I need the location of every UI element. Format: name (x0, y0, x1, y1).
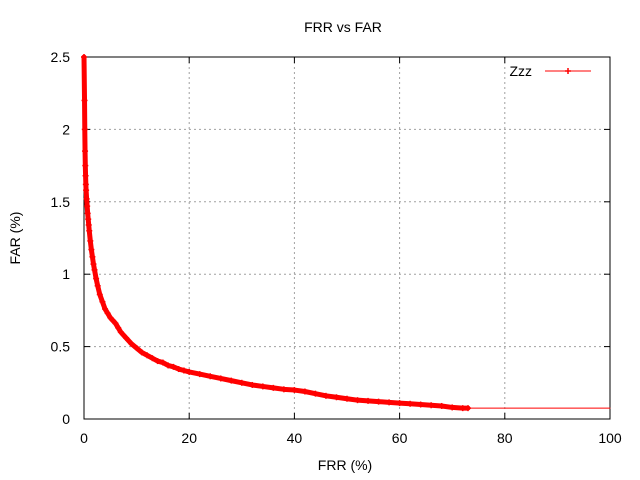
data-point (301, 388, 308, 395)
data-point (196, 371, 203, 378)
data-point (186, 368, 193, 375)
series-layer (81, 54, 611, 412)
data-point (94, 282, 101, 289)
x-tick-label-2: 40 (287, 430, 303, 446)
data-point (85, 221, 92, 228)
data-point (87, 237, 94, 244)
data-point (83, 195, 90, 202)
data-point (144, 352, 151, 359)
data-point (375, 398, 382, 405)
x-tick-label-3: 60 (392, 430, 408, 446)
data-point (88, 246, 95, 253)
data-point (312, 390, 319, 397)
data-point (149, 355, 156, 362)
x-axis-label: FRR (%) (318, 457, 372, 473)
tick-labels: 0 20 40 60 80 100 0 0.5 1 1.5 2 2.5 (51, 49, 622, 446)
data-point (91, 266, 98, 273)
data-point (259, 383, 266, 390)
x-tick-label-4: 80 (497, 430, 513, 446)
data-point (170, 363, 177, 370)
data-point (428, 402, 435, 409)
data-point (154, 358, 161, 365)
y-axis-label: FAR (%) (7, 212, 23, 265)
data-point (175, 366, 182, 373)
plot-frame (83, 56, 611, 420)
data-point (85, 216, 92, 223)
data-point (93, 275, 100, 282)
data-point (82, 162, 89, 169)
y-tick-label-5: 2.5 (51, 49, 71, 65)
data-point (82, 181, 89, 188)
data-point (238, 379, 245, 386)
data-point (128, 340, 135, 347)
data-point (228, 377, 235, 384)
legend: Zzz (509, 63, 591, 79)
y-tick-label-0: 0 (62, 411, 70, 427)
data-point (112, 320, 119, 327)
data-point (138, 349, 145, 356)
data-point (81, 54, 87, 60)
y-tick-label-2: 1 (62, 266, 70, 282)
data-point (322, 392, 329, 399)
legend-label-0: Zzz (509, 63, 532, 79)
data-point (249, 381, 256, 388)
data-point (82, 148, 89, 155)
data-point (217, 375, 224, 382)
y-tick-label-4: 2 (62, 121, 70, 137)
data-point (291, 387, 298, 394)
data-point (99, 298, 106, 305)
data-point (115, 324, 122, 331)
data-point (104, 310, 111, 317)
axes (83, 56, 611, 420)
data-point (407, 400, 414, 407)
data-point (207, 373, 214, 380)
data-point (89, 253, 96, 260)
x-tick-label-5: 100 (598, 430, 622, 446)
data-point (396, 400, 403, 407)
data-point (81, 126, 88, 133)
data-point (133, 345, 140, 352)
data-point (417, 401, 424, 408)
data-point (180, 367, 187, 374)
chart-title: FRR vs FAR (304, 19, 382, 35)
data-point (354, 397, 361, 404)
x-tick-label-0: 0 (80, 430, 88, 446)
data-point (270, 384, 277, 391)
data-point (83, 187, 90, 194)
data-point (117, 329, 124, 336)
data-point (81, 97, 88, 104)
data-point (333, 394, 340, 401)
data-point (449, 404, 456, 411)
data-point (344, 395, 350, 402)
data-point (159, 359, 166, 366)
data-point (123, 334, 130, 341)
data-point (438, 402, 445, 409)
data-point (459, 405, 466, 412)
data-point (90, 261, 97, 268)
grid (84, 57, 610, 419)
data-point (102, 305, 109, 312)
data-point (386, 399, 393, 406)
data-point (86, 227, 93, 234)
data-point (84, 210, 91, 217)
data-point (280, 386, 287, 393)
data-point (165, 362, 172, 369)
data-point (365, 397, 372, 404)
data-point (82, 172, 89, 179)
y-tick-label-1: 0.5 (51, 339, 71, 355)
data-point (84, 203, 91, 210)
x-tick-label-1: 20 (181, 430, 197, 446)
data-point (96, 291, 103, 298)
y-tick-label-3: 1.5 (51, 194, 71, 210)
